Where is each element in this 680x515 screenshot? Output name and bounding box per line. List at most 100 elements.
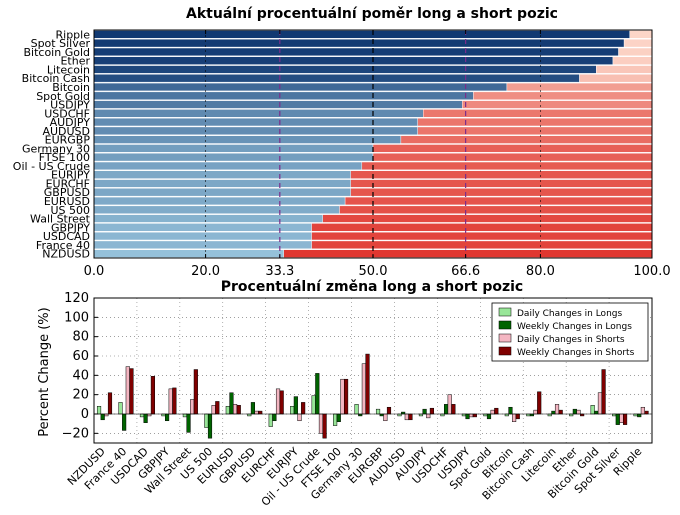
legend-swatch-2 [498,333,512,343]
change-bar-10-3 [322,413,327,439]
short-bar-8 [462,100,653,109]
long-bar-7 [93,91,474,100]
change-bar-0-3 [107,392,113,415]
legend-swatch-0 [498,307,512,317]
short-bar-22 [311,223,653,232]
change-bar-10-1 [315,373,320,415]
row-label-24: France 40 [36,239,90,252]
short-bar-1 [623,39,653,48]
change-bar-2-3 [150,376,155,415]
change-bar-11-0 [333,413,338,426]
change-bar-20-2 [533,409,538,415]
change-bar-3-2 [168,388,173,415]
change-bar-15-1 [422,408,427,415]
long-bar-3 [93,56,614,65]
change-bar-8-0 [268,413,273,427]
change-bar-25-2 [640,406,645,415]
change-bar-12-0 [354,404,359,415]
x-tick-label: 100.0 [633,264,670,279]
legend-label-3: Weekly Changes in Shorts [517,348,635,358]
change-bar-19-1 [508,406,513,415]
row-label-13: Germany 30 [22,142,90,155]
short-bar-20 [339,205,653,214]
long-bar-6 [93,82,508,92]
short-bar-10 [417,117,653,127]
row-label-21: Wall Street [30,213,91,226]
x-tick-label: 20.0 [191,264,220,279]
change-bar-19-2 [512,413,517,422]
row-label-15: Oil - US Crude [13,160,90,173]
change-bar-16-2 [447,394,452,415]
y-tick-label: 100 [64,310,89,325]
long-bar-16 [93,170,351,179]
row-label-16: EURJPY [51,169,90,182]
change-bar-3-1 [165,413,170,422]
change-bar-25-0 [633,413,638,417]
change-bar-2-0 [139,413,145,418]
change-bar-18-2 [490,409,495,415]
legend-label-2: Daily Changes in Shorts [517,335,625,345]
change-bar-7-2 [254,410,259,415]
row-label-8: USDJPY [50,99,90,112]
short-bar-6 [506,82,653,92]
change-bar-5-1 [207,413,213,439]
long-bar-0 [93,30,630,39]
change-bar-12-1 [358,413,363,417]
change-bar-13-0 [375,408,381,415]
short-bar-18 [350,188,653,197]
long-bar-1 [93,39,625,48]
x-tick-label: 66.6 [451,264,480,279]
change-bar-18-1 [486,413,492,420]
change-bar-5-0 [204,413,209,428]
change-bar-15-3 [429,407,434,415]
y-axis-label: Percent Change (%) [37,307,52,436]
change-bar-9-1 [293,396,298,415]
change-bar-1-2 [125,366,130,415]
change-bar-24-0 [612,413,617,417]
change-bar-23-1 [594,410,599,415]
change-bar-15-2 [426,413,431,419]
change-bar-14-0 [397,413,402,417]
change-bar-9-2 [297,413,302,422]
short-bar-9 [423,109,653,118]
short-bar-13 [372,144,653,153]
short-bar-23 [311,231,653,241]
change-bar-24-1 [615,413,620,425]
change-bar-16-1 [444,404,449,415]
row-label-0: Ripple [56,28,91,41]
short-bar-2 [618,47,653,57]
long-bar-15 [93,161,363,171]
change-bar-19-3 [515,413,520,420]
x-tick-label: 80.0 [526,264,555,279]
change-bar-4-1 [186,413,191,433]
y-tick-label: 40 [72,368,89,383]
change-bar-8-3 [279,390,284,415]
y-tick-label: 0 [81,407,89,422]
short-bar-0 [629,30,653,39]
change-bar-6-3 [236,405,241,415]
short-bar-15 [361,161,653,171]
long-bar-17 [93,179,351,188]
legend-label-0: Daily Changes in Longs [517,309,622,319]
long-bar-12 [93,135,402,144]
legend: Daily Changes in Longs Weekly Changes in … [491,302,649,362]
long-bar-9 [93,109,424,118]
short-bar-5 [579,74,653,83]
change-bar-14-2 [404,413,409,421]
legend-swatch-3 [498,346,512,356]
change-bar-23-3 [601,369,606,415]
change-bar-6-0 [225,406,230,415]
long-bar-8 [93,100,463,109]
x-tick-label: 50.0 [359,264,388,279]
change-bar-10-2 [318,413,324,434]
change-bar-22-2 [576,409,581,415]
change-bar-21-1 [551,410,556,415]
change-bar-11-1 [336,413,341,422]
change-bar-11-2 [340,378,345,415]
row-label-11: AUDUSD [42,125,90,138]
chart1-title: Aktuální procentuální poměr long a short… [186,6,558,22]
change-bar-4-0 [182,413,187,418]
change-bar-13-3 [386,406,392,415]
